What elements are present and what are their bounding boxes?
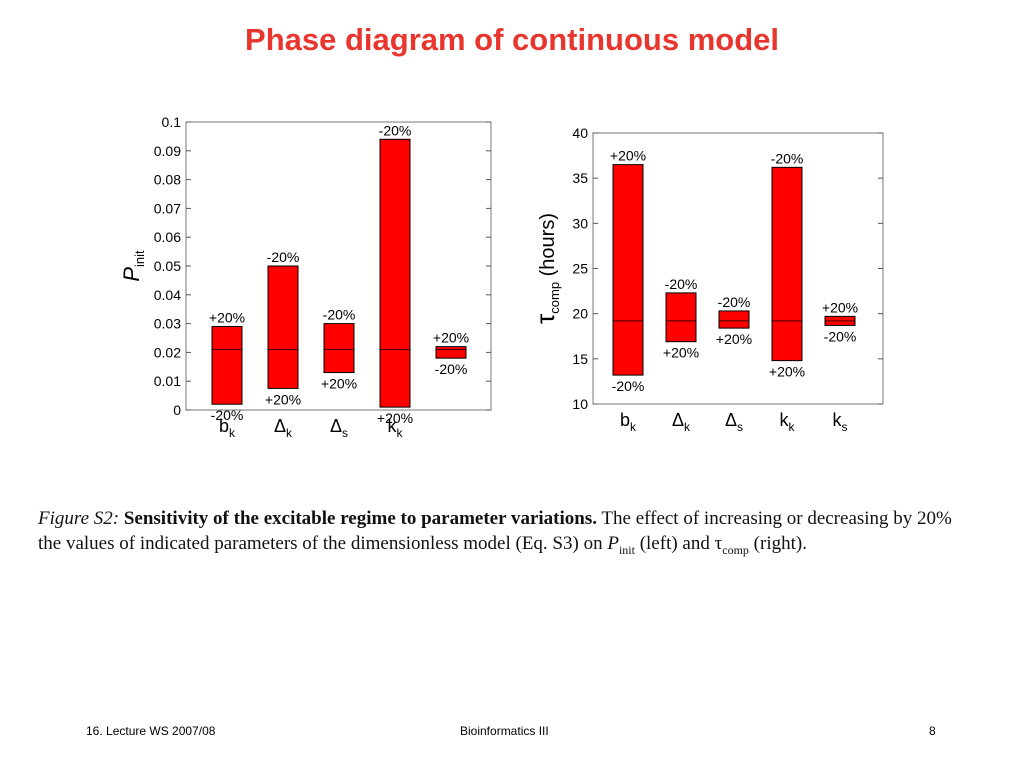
- left-bar-4: [435, 346, 467, 359]
- right-bar-3: [771, 166, 803, 362]
- left-bar-1: [267, 265, 299, 389]
- left-ylabel: Pinit: [119, 250, 147, 282]
- left-ytick-label: 0.05: [154, 258, 181, 274]
- left-xtick-label-2: Δs: [330, 416, 348, 440]
- left-bar-bottom-label-2: +20%: [321, 376, 357, 392]
- left-ytick-label: 0.1: [162, 114, 182, 130]
- right-bar-2: [718, 310, 750, 329]
- right-bar-top-label-3: -20%: [771, 150, 804, 166]
- right-ytick-label: 40: [572, 125, 588, 141]
- caption-tau-sub: comp: [722, 542, 749, 557]
- left-bar-bottom-label-3: +20%: [377, 410, 413, 426]
- right-bar-1: [665, 292, 697, 343]
- left-xtick-label-0: bk: [219, 416, 236, 440]
- left-ytick-label: 0.02: [154, 344, 181, 360]
- tau-comp-chart: 10 15 20 25 30 35 40 τcomp (hours) +20% -20% bk -20…: [530, 125, 884, 434]
- right-xtick-label-2: Δs: [725, 410, 743, 434]
- right-xtick-label-4: ks: [833, 410, 848, 434]
- left-bar-top-label-1: -20%: [267, 249, 300, 265]
- figure-label: Figure S2:: [38, 508, 120, 529]
- right-bar-top-label-2: -20%: [718, 294, 751, 310]
- footer-page-number: 8: [929, 724, 936, 738]
- left-ytick-label: 0.09: [154, 143, 181, 159]
- right-xtick-label-0: bk: [620, 410, 637, 434]
- right-bar-top-label-1: -20%: [665, 276, 698, 292]
- left-ytick-label: 0.04: [154, 287, 181, 303]
- left-ytick-label: 0.08: [154, 172, 181, 188]
- left-bar-top-label-0: +20%: [209, 309, 245, 325]
- right-bar-bottom-label-3: +20%: [769, 364, 805, 380]
- right-bar-top-label-4: +20%: [822, 299, 858, 315]
- right-bar-top-label-0: +20%: [610, 148, 646, 164]
- right-bar-bottom-label-1: +20%: [663, 345, 699, 361]
- left-bar-2: [323, 323, 355, 374]
- footer-lecture: 16. Lecture WS 2007/08: [86, 724, 216, 738]
- left-xtick-label-1: Δk: [274, 416, 293, 440]
- left-bar-bottom-label-0: -20%: [211, 407, 244, 423]
- left-xtick-label-3: kk: [388, 416, 404, 440]
- right-bar-bottom-label-2: +20%: [716, 331, 752, 347]
- left-ytick-label: 0.01: [154, 373, 181, 389]
- right-bar-bottom-label-4: -20%: [824, 328, 857, 344]
- right-ytick-label: 35: [572, 170, 588, 186]
- right-ytick-label: 30: [572, 215, 588, 231]
- left-bar-0: [211, 325, 243, 405]
- figure-caption-heading: Sensitivity of the excitable regime to p…: [123, 508, 597, 529]
- left-bar-bottom-label-4: -20%: [435, 361, 468, 377]
- right-bar-bottom-label-0: -20%: [612, 378, 645, 394]
- right-xtick-label-3: kk: [780, 410, 796, 434]
- left-bar-3: [379, 138, 411, 408]
- right-ytick-label: 20: [572, 306, 588, 322]
- right-xtick-label-1: Δk: [672, 410, 691, 434]
- left-bar-bottom-label-1: +20%: [265, 391, 301, 407]
- right-ylabel: τcomp (hours): [530, 213, 562, 324]
- p-init-chart: 0 0.01 0.02 0.03 0.04 0.05 0.06 0.07 0.08 0.09 0.1…: [119, 114, 492, 440]
- caption-tau-main: τ: [714, 533, 723, 554]
- caption-text-2: (left) and: [639, 533, 710, 554]
- caption-p-main: P: [607, 533, 619, 554]
- left-ytick-label: 0: [173, 402, 181, 418]
- left-bar-top-label-2: -20%: [323, 307, 356, 323]
- right-ytick-label: 10: [572, 396, 588, 412]
- footer-course: Bioinformatics III: [460, 724, 549, 738]
- right-ytick-label: 25: [572, 261, 588, 277]
- right-ytick-label: 15: [572, 351, 588, 367]
- left-bar-top-label-3: -20%: [379, 122, 412, 138]
- caption-text-1: The effect of increasing or decreasing b…: [38, 508, 952, 554]
- caption-text-3: (right).: [753, 533, 807, 554]
- left-bar-top-label-4: +20%: [433, 330, 469, 346]
- right-bar-0: [612, 164, 644, 376]
- figure-caption: Figure S2: Sensitivity of the excitable …: [38, 506, 978, 563]
- left-ytick-label: 0.06: [154, 229, 181, 245]
- caption-p-sub: init: [618, 542, 635, 557]
- left-ytick-label: 0.03: [154, 316, 181, 332]
- slide-title: Phase diagram of continuous model: [245, 22, 779, 57]
- left-ytick-label: 0.07: [154, 200, 181, 216]
